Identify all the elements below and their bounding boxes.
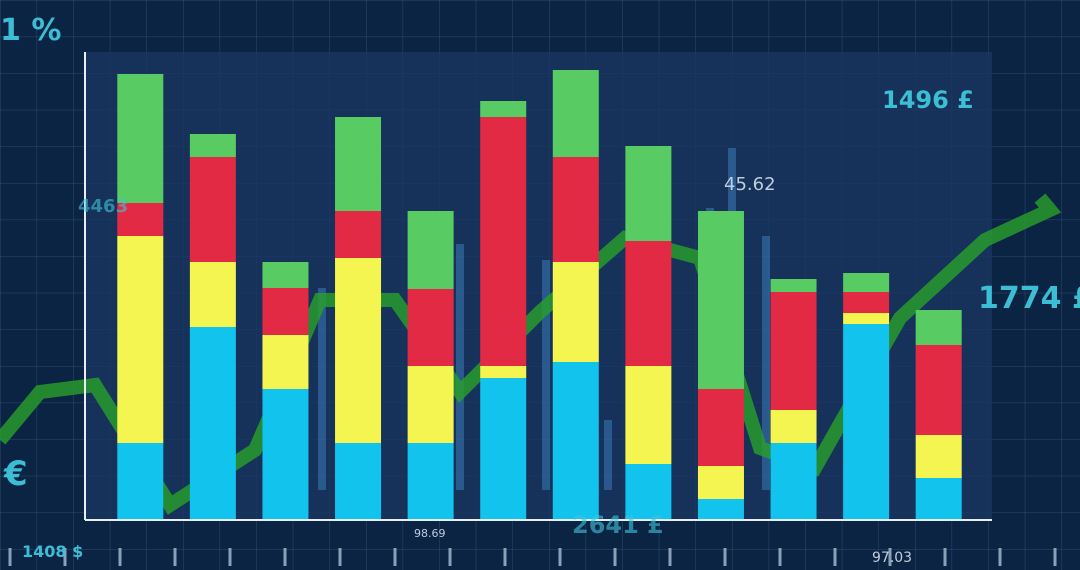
bar-segment <box>480 117 527 366</box>
annotation: 1774 £ <box>978 281 1080 316</box>
annotation: 1 % <box>0 13 61 48</box>
annotation: 45.62 <box>724 174 776 195</box>
bar-segment <box>915 435 962 478</box>
bar-segment <box>915 310 962 345</box>
bottom-ticks <box>8 548 1057 566</box>
bar-segment <box>262 262 309 288</box>
bar-segment <box>189 157 236 262</box>
bar-segment <box>189 134 236 157</box>
bar-segment <box>189 327 236 520</box>
bar-segment <box>480 101 527 117</box>
bar-segment <box>189 262 236 327</box>
bar-segment <box>262 288 309 335</box>
annotation: 1496 £ <box>882 86 974 114</box>
bar-segment <box>625 146 672 241</box>
bar-segment <box>335 443 382 520</box>
bar-segment <box>480 366 527 378</box>
bar-segment <box>480 378 527 520</box>
bar-segment <box>117 236 164 443</box>
bar-segment <box>843 324 890 520</box>
bar-segment <box>262 335 309 389</box>
bar-segment <box>335 258 382 443</box>
bar-segment <box>625 241 672 366</box>
bar-segment <box>843 273 890 292</box>
bar-segment <box>552 262 599 362</box>
bar-segment <box>625 366 672 464</box>
bar-segment <box>262 389 309 520</box>
bar-segment <box>915 345 962 435</box>
bar-segment <box>407 443 454 520</box>
annotation: 4463 <box>78 196 128 217</box>
bar-segment <box>770 443 817 520</box>
bar-segment <box>843 292 890 313</box>
bar-segment <box>770 292 817 410</box>
bar-segment <box>697 389 744 466</box>
bar-segment <box>770 410 817 443</box>
bar-segment <box>117 443 164 520</box>
bar-segment <box>407 366 454 443</box>
bar-segment <box>117 74 164 203</box>
annotation: 2641 £ <box>572 511 664 539</box>
bar-segment <box>117 203 164 236</box>
bar-segment <box>915 478 962 520</box>
bar-segment <box>697 211 744 389</box>
bar-segment <box>552 157 599 262</box>
bar-segment <box>625 464 672 520</box>
bar-segment <box>770 279 817 292</box>
bar-segment <box>843 313 890 324</box>
bar-segment <box>335 211 382 258</box>
annotation: 97.03 <box>872 550 912 566</box>
annotation: € <box>3 454 28 494</box>
plot-area <box>85 52 992 520</box>
bar-segment <box>335 117 382 211</box>
bar-segment <box>697 466 744 499</box>
annotation: 1408 $ <box>22 542 83 561</box>
annotation: 98.69 <box>414 527 446 540</box>
bar-segment <box>407 211 454 289</box>
bar-segment <box>552 70 599 157</box>
bar-segment <box>697 499 744 520</box>
bar-segment <box>552 362 599 520</box>
bar-segment <box>407 289 454 366</box>
